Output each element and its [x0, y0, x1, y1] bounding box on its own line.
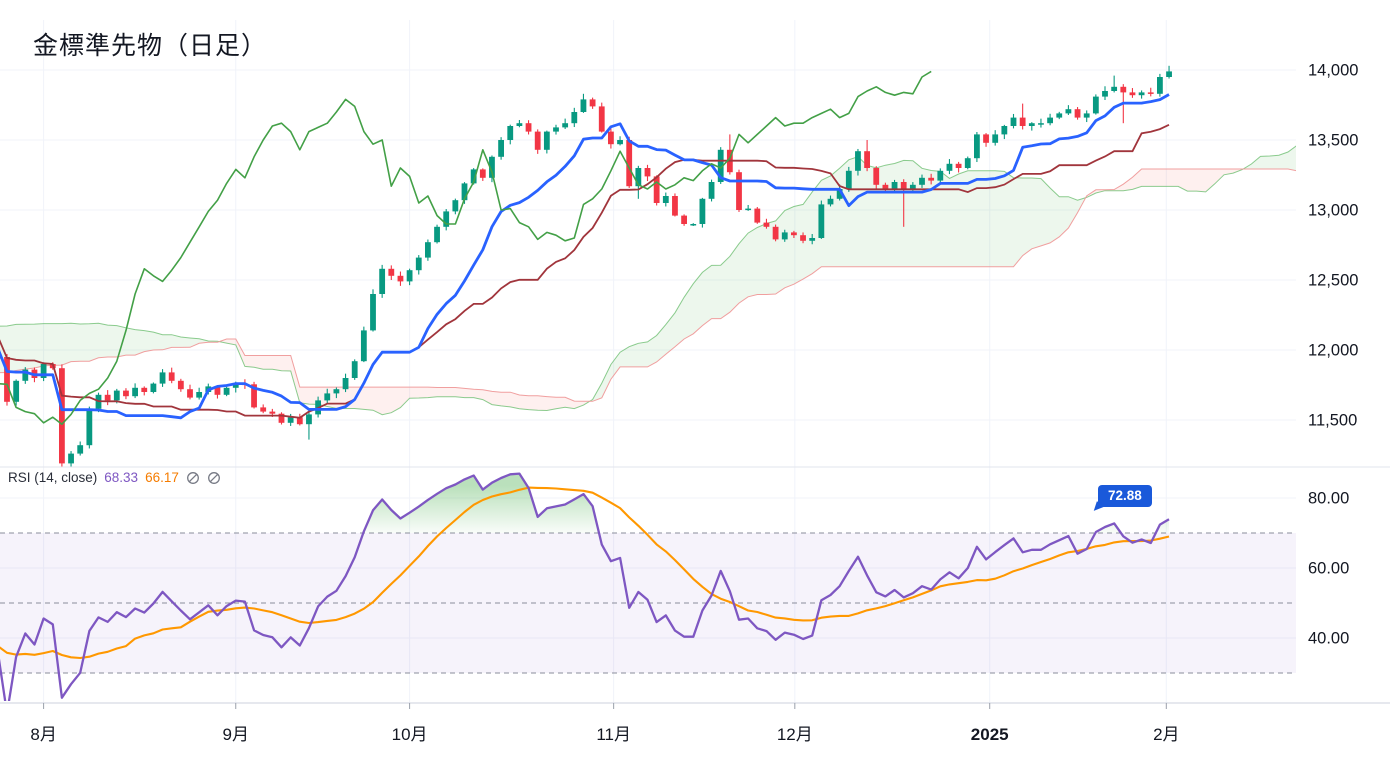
rsi-value: 68.33: [104, 470, 139, 485]
rsi-indicator-label: RSI (14, close): [8, 470, 98, 485]
rsi-disable-icon[interactable]: [186, 471, 200, 485]
svg-text:11月: 11月: [596, 725, 631, 744]
rsi-legend: RSI (14, close) 68.33 66.17: [8, 470, 221, 485]
chart-title: 金標準先物（日足）: [33, 32, 268, 60]
svg-text:12,000: 12,000: [1308, 342, 1358, 360]
svg-text:2025: 2025: [971, 725, 1009, 744]
svg-text:13,500: 13,500: [1308, 132, 1358, 150]
svg-text:9月: 9月: [223, 725, 249, 744]
svg-text:2月: 2月: [1153, 725, 1179, 744]
svg-text:10月: 10月: [392, 725, 428, 744]
svg-text:13,000: 13,000: [1308, 202, 1358, 220]
svg-text:12月: 12月: [777, 725, 813, 744]
svg-text:12,500: 12,500: [1308, 272, 1358, 290]
svg-text:80.00: 80.00: [1308, 490, 1349, 508]
rsi-value-badge: 72.88: [1098, 485, 1152, 507]
svg-text:8月: 8月: [30, 725, 56, 744]
svg-text:40.00: 40.00: [1308, 630, 1349, 648]
svg-text:14,000: 14,000: [1308, 62, 1358, 80]
svg-text:11,500: 11,500: [1308, 412, 1357, 430]
rsi-ma-value: 66.17: [145, 470, 179, 485]
svg-text:60.00: 60.00: [1308, 560, 1349, 578]
rsi-ma-disable-icon[interactable]: [207, 471, 221, 485]
